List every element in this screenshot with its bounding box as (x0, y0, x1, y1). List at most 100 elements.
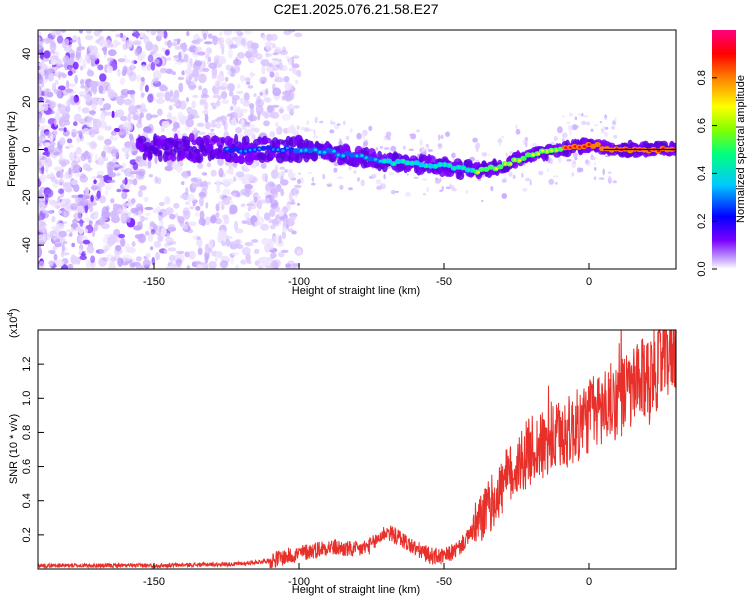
spectrogram-noise-blob (205, 53, 210, 58)
spectrogram-noise-blob (116, 95, 125, 106)
spectrogram-ridge-peak (476, 170, 480, 174)
snr-series-line (38, 330, 676, 569)
spectrogram-noise-blob (49, 133, 54, 143)
spectrogram-noise-blob (385, 135, 389, 139)
colorbar-tick-label: 0.0 (696, 261, 708, 276)
spectrogram-noise-blob (77, 206, 86, 214)
spectrogram-noise-blob (291, 266, 298, 269)
spectrogram-noise-blob (127, 90, 136, 95)
spectrogram-noise-blob (294, 32, 303, 38)
spectrogram-noise-blob (155, 97, 165, 104)
spectrogram-noise-blob (115, 245, 122, 252)
spectrogram-noise-blob (54, 80, 59, 85)
spectrogram-noise-blob (220, 255, 230, 262)
spectrogram-noise-blob (105, 205, 110, 212)
spectrogram-noise-blob (191, 100, 196, 109)
spectrogram-ridge-peak (657, 149, 661, 153)
spectrogram-noise-blob (571, 172, 575, 177)
spectrogram-noise-blob (285, 90, 295, 101)
spectrogram-noise-blob (546, 168, 550, 172)
spectrogram-noise-blob (230, 105, 234, 111)
spectrogram-noise-blob (573, 152, 578, 159)
snr-y-tick-label: 1.2 (21, 356, 33, 371)
spectrogram-noise-blob (184, 69, 193, 75)
spectrogram-noise-blob (292, 189, 297, 194)
spectrogram-noise-blob (171, 261, 175, 268)
spectrogram-noise-blob (167, 247, 177, 252)
spectrogram-noise-blob (225, 37, 233, 46)
spectrogram-noise-blob (87, 68, 91, 75)
spectrogram-noise-blob (405, 192, 411, 197)
spectrogram-noise-blob (210, 169, 217, 177)
spectrogram-noise-blob (521, 172, 524, 178)
spectrogram-noise-blob (51, 215, 56, 223)
spectrogram-noise-blob (275, 76, 284, 83)
spectrogram-noise-blob (287, 228, 294, 232)
spectrogram-noise-blob (147, 93, 154, 103)
spectrogram-noise-blob (230, 165, 234, 176)
spectrogram-noise-blob (583, 115, 589, 118)
spectrogram-noise-blob (140, 215, 145, 223)
spectrogram-noise-blob (205, 121, 211, 130)
spectrogram-noise-blob (147, 54, 154, 63)
spectrogram-noise-blob (63, 173, 69, 180)
spectrogram-noise-blob (319, 120, 324, 124)
spectrogram-noise-blob (88, 204, 94, 213)
spectrogram-noise-blob (195, 115, 200, 119)
spectrogram-ridge-core (367, 156, 374, 162)
spectrogram-ridge-halo (512, 161, 519, 169)
spectrogram-noise-blob (118, 233, 125, 239)
spectrogram-noise-blob (243, 92, 250, 101)
spectrogram-noise-blob (174, 266, 183, 269)
spectrogram-noise-blob (242, 99, 251, 107)
spectrogram-noise-blob (216, 100, 221, 107)
spectrogram-noise-blob (79, 174, 88, 183)
spectrogram-noise-blob (58, 127, 65, 132)
spectrogram-noise-blob (294, 184, 302, 189)
spectrogram-noise-blob (44, 194, 49, 203)
spectrogram-noise-blob (169, 89, 174, 98)
spectrogram-noise-blob (265, 183, 271, 192)
spectrogram-noise-blob (608, 175, 611, 181)
spectrogram-noise-blob (111, 148, 119, 158)
spectrogram-noise-blob (149, 221, 155, 228)
spectrogram-ridge-halo (243, 135, 250, 146)
spectrogram-noise-blob (515, 124, 518, 130)
spectrogram-noise-blob (101, 223, 110, 230)
spectrogram-noise-blob (204, 216, 211, 226)
spectrogram-noise-blob (185, 47, 190, 52)
spectrogram-noise-blob (280, 188, 285, 197)
spectrogram-noise-blob (244, 77, 251, 82)
spectrogram-noise-blob (293, 105, 300, 109)
spectrogram-noise-blob (229, 241, 238, 245)
spectrogram-noise-blob (497, 138, 503, 144)
spectrogram-noise-blob (244, 164, 249, 173)
spectrogram-noise-blob (165, 237, 174, 244)
spectrogram-noise-blob (44, 131, 52, 137)
spectrogram-noise-blob (437, 134, 441, 141)
spectrogram-noise-blob (67, 98, 71, 108)
spectrogram-noise-blob (138, 210, 142, 218)
spectrogram-noise-blob (176, 258, 183, 267)
spectrogram-noise-blob (581, 112, 584, 117)
spectrogram-noise-blob (241, 220, 248, 224)
spectrogram-noise-blob (58, 210, 62, 214)
spectrogram-noise-blob (202, 180, 208, 188)
spectrogram-noise-blob (66, 138, 73, 144)
spectrogram-ridge-peak (341, 154, 346, 157)
spectrogram-noise-blob (390, 190, 396, 195)
spectrogram-noise-blob (122, 162, 127, 169)
spectrogram-noise-blob (116, 188, 122, 193)
spectrogram-ridge-halo (204, 134, 211, 145)
spectrogram-noise-blob (142, 35, 148, 40)
spectrogram-ridge-core (395, 158, 402, 164)
spectrogram-noise-blob (186, 80, 191, 86)
spectrogram-noise-blob (203, 41, 213, 45)
spectrogram-noise-blob (96, 190, 101, 200)
spectrogram-noise-blob (109, 30, 117, 33)
spectrogram-noise-blob (219, 260, 229, 269)
spectrogram-noise-blob (285, 55, 290, 60)
spectrogram-noise-blob (97, 97, 104, 107)
spectrogram-noise-blob (85, 94, 92, 103)
